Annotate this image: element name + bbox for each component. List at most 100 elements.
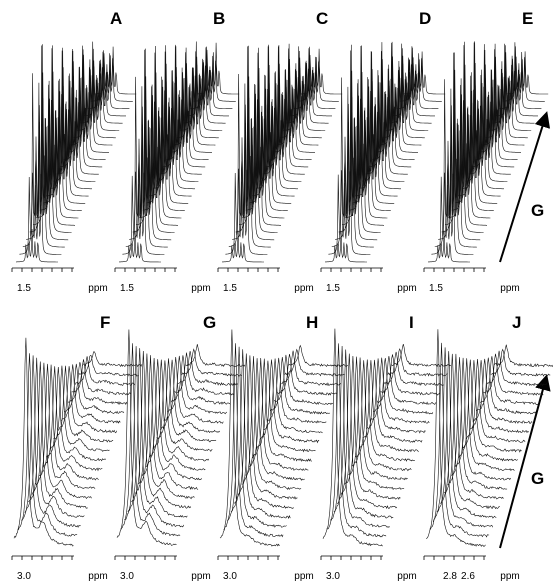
spectrum-trace bbox=[131, 350, 192, 509]
spectrum-trace bbox=[166, 52, 209, 160]
spectrum-trace bbox=[87, 50, 130, 109]
spectrum-trace bbox=[56, 366, 117, 434]
axis-unit: ppm bbox=[500, 571, 519, 582]
spectrum-trace bbox=[329, 345, 390, 528]
spectrum-trace bbox=[21, 355, 81, 528]
spectrum-trace bbox=[296, 56, 339, 102]
spectrum-trace bbox=[348, 357, 408, 481]
spectrum-trace bbox=[141, 357, 202, 481]
spectrum-trace bbox=[56, 50, 99, 175]
panel-label: B bbox=[213, 9, 225, 28]
spectrum-trace bbox=[156, 358, 217, 443]
spectrum-trace bbox=[273, 43, 315, 153]
spectrum-trace bbox=[67, 49, 109, 153]
panel-label: G bbox=[203, 313, 216, 332]
spectrum-trace bbox=[365, 42, 408, 175]
spectrum-trace bbox=[337, 353, 398, 509]
axis-unit: ppm bbox=[191, 283, 210, 294]
spectrum-trace bbox=[90, 53, 133, 102]
spectrum-trace bbox=[163, 356, 224, 424]
spectrum-trace bbox=[134, 353, 195, 500]
spectrum-trace bbox=[241, 356, 302, 490]
spectrum-trace bbox=[53, 48, 96, 182]
spectrum-trace bbox=[146, 51, 189, 204]
spectrum-trace bbox=[22, 45, 65, 248]
spectrum-trace bbox=[485, 43, 528, 139]
spectrum-trace bbox=[375, 41, 418, 153]
spectrum-trace bbox=[116, 329, 177, 546]
spectrum-trace bbox=[190, 46, 233, 109]
panel-label: E bbox=[522, 9, 533, 28]
spectrum-trace bbox=[94, 46, 137, 95]
spectrum-trace bbox=[486, 350, 547, 387]
tick-label: 1.5 bbox=[429, 283, 443, 294]
spectrum-trace bbox=[124, 346, 184, 528]
spectrum-trace bbox=[328, 161, 371, 255]
axis-unit: ppm bbox=[294, 571, 313, 582]
spectrum-trace bbox=[403, 51, 446, 95]
spectrum-trace bbox=[28, 361, 88, 509]
spectrum-trace bbox=[80, 60, 123, 124]
tick-label: 1.5 bbox=[120, 283, 134, 294]
spectrum-trace bbox=[472, 358, 533, 424]
spectrum-trace bbox=[193, 55, 236, 102]
spectrum-trace bbox=[482, 68, 525, 146]
spectrum-trace bbox=[479, 43, 521, 153]
spectrum-trace bbox=[428, 230, 470, 263]
spectrum-trace bbox=[71, 359, 132, 396]
panel-label: J bbox=[512, 313, 521, 332]
axis-unit: ppm bbox=[88, 283, 107, 294]
spectrum-trace bbox=[78, 354, 139, 377]
spectrum-trace bbox=[120, 343, 181, 537]
spectrum-trace bbox=[451, 357, 511, 481]
spectrum-trace bbox=[276, 69, 319, 146]
spectrum-trace bbox=[454, 358, 515, 472]
spectrum-trace bbox=[495, 42, 538, 117]
spectrum-trace bbox=[344, 356, 405, 490]
spectrum-trace bbox=[440, 353, 500, 510]
spectrum-trace bbox=[127, 348, 188, 518]
spectrum-trace bbox=[35, 363, 96, 489]
spectrum-trace bbox=[458, 359, 519, 462]
spectrum-trace bbox=[167, 355, 228, 415]
axis-unit: ppm bbox=[500, 283, 519, 294]
spectrum-trace bbox=[73, 41, 116, 139]
spectrum-trace bbox=[64, 363, 125, 414]
spectrum-trace bbox=[222, 230, 264, 263]
spectrum-trace bbox=[227, 346, 287, 528]
spectrum-trace bbox=[443, 353, 504, 500]
spectrum-trace bbox=[39, 364, 99, 481]
spectrum-trace bbox=[290, 48, 332, 117]
spectrum-trace bbox=[13, 337, 74, 547]
spectrum-trace bbox=[389, 57, 432, 124]
spectrum-trace bbox=[479, 356, 540, 405]
spectrum-trace bbox=[24, 357, 85, 518]
axis-unit: ppm bbox=[191, 571, 210, 582]
spectrum-trace bbox=[362, 51, 405, 182]
spectrum-trace bbox=[331, 50, 374, 248]
tick-label: 1.5 bbox=[326, 283, 340, 294]
spectrum-trace bbox=[396, 47, 439, 109]
spectrum-trace bbox=[42, 366, 103, 472]
spectrum-trace bbox=[145, 359, 206, 471]
spectrum-trace bbox=[249, 46, 292, 204]
spectrum-trace bbox=[84, 51, 126, 117]
spectrum-trace bbox=[266, 357, 327, 424]
spectrum-trace bbox=[183, 58, 226, 124]
spectrum-trace bbox=[382, 43, 425, 139]
spectrum-trace bbox=[436, 351, 497, 519]
tick-label: 2.8 bbox=[443, 571, 457, 582]
spectrum-trace bbox=[63, 45, 106, 160]
spectrum-trace bbox=[490, 348, 551, 377]
spectrum-trace bbox=[284, 348, 345, 377]
spectrum-trace bbox=[369, 68, 412, 168]
spectrum-trace bbox=[393, 46, 435, 117]
spectrum-trace bbox=[234, 353, 295, 510]
tick-label: 3.0 bbox=[17, 571, 31, 582]
spectrum-trace bbox=[219, 329, 280, 547]
spectrum-trace bbox=[77, 48, 120, 131]
spectrum-trace bbox=[455, 42, 498, 204]
spectrum-trace bbox=[252, 44, 295, 197]
spectrum-trace bbox=[432, 347, 493, 528]
